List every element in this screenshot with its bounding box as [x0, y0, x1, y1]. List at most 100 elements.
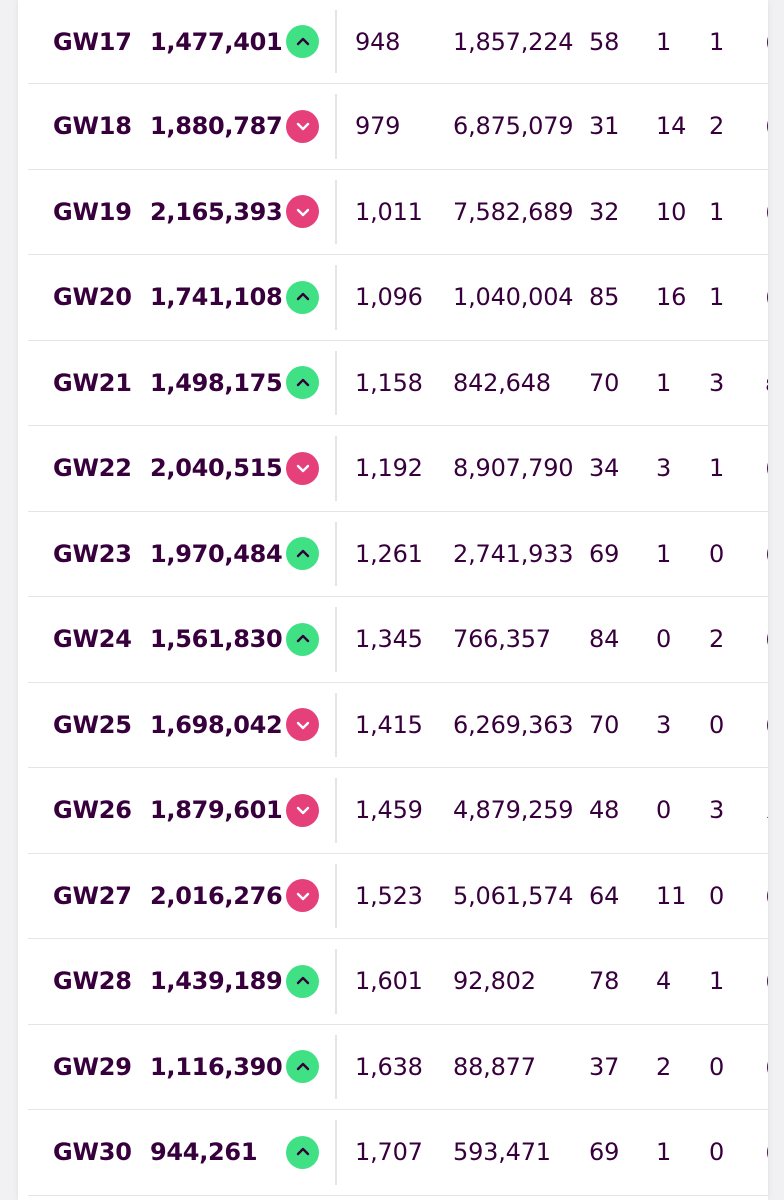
rank-value: 1,192 — [355, 454, 423, 483]
table-row: GW30 944,261 1,707 593,471 69 1 0 ( — [28, 1110, 768, 1196]
stat-value-4-partial: ( — [765, 683, 768, 768]
stat-value-4-partial: ( — [765, 0, 768, 83]
overall-points-value: 1,477,401 — [150, 27, 283, 56]
transfers-value: 766,357 — [453, 625, 551, 654]
transfers-value: 5,061,574 — [453, 881, 574, 910]
overall-points-value: 2,165,393 — [150, 197, 283, 226]
table-row: GW24 1,561,830 1,345 766,357 84 0 2 ( — [28, 597, 768, 683]
stat-value-3: 0 — [709, 1052, 725, 1081]
gameweek-history-panel: GW17 1,477,401 948 1,857,224 58 1 1 ( GW… — [18, 0, 768, 1200]
trend-indicator — [286, 1025, 319, 1110]
stat-value-3: 1 — [709, 454, 725, 483]
overall-points-value: 1,970,484 — [150, 539, 283, 568]
table-row: GW29 1,116,390 1,638 88,877 37 2 0 ( — [28, 1025, 768, 1110]
rank-value: 1,601 — [355, 967, 423, 996]
stat-value-4-partial: ( — [765, 255, 768, 340]
gameweek-label: GW19 — [53, 197, 132, 226]
trend-indicator — [286, 426, 319, 511]
rank-value: 1,158 — [355, 368, 423, 397]
stat-value-4-partial: ( — [765, 512, 768, 597]
stat-value-4-partial: ( — [765, 854, 768, 939]
stat-value-4-partial: ( — [765, 597, 768, 682]
rank-value: 1,415 — [355, 710, 423, 739]
stat-value-4-partial: ( — [765, 84, 768, 169]
trend-badge — [286, 793, 319, 827]
table-row: GW27 2,016,276 1,523 5,061,574 64 11 0 ( — [28, 854, 768, 939]
stat-value-3: 3 — [709, 368, 725, 397]
column-divider — [335, 863, 337, 928]
trend-indicator — [286, 768, 319, 853]
rank-value: 1,707 — [355, 1138, 423, 1167]
chevron-up-icon — [296, 549, 309, 557]
stat-value-2: 1 — [656, 1138, 672, 1167]
overall-points-value: 1,498,175 — [150, 368, 283, 397]
stat-value-1: 64 — [589, 881, 620, 910]
stat-value-3: 0 — [709, 881, 725, 910]
stat-value-2: 2 — [656, 1052, 672, 1081]
stat-value-4-partial: ( — [765, 170, 768, 255]
table-row: GW18 1,880,787 979 6,875,079 31 14 2 ( — [28, 84, 768, 170]
stat-value-3: 1 — [709, 27, 725, 56]
stat-value-2: 14 — [656, 112, 687, 141]
transfers-value: 6,269,363 — [453, 710, 574, 739]
column-divider — [335, 436, 337, 501]
stat-value-2: 4 — [656, 967, 672, 996]
stat-value-1: 31 — [589, 112, 620, 141]
transfers-value: 1,040,004 — [453, 283, 574, 312]
column-divider — [335, 10, 337, 73]
stat-value-1: 85 — [589, 283, 620, 312]
stat-value-2: 3 — [656, 454, 672, 483]
stat-value-1: 69 — [589, 539, 620, 568]
column-divider — [335, 94, 337, 159]
trend-badge — [286, 109, 319, 143]
trend-indicator — [286, 512, 319, 597]
stat-value-4-partial: ∠ — [765, 768, 768, 853]
stat-value-2: 1 — [656, 539, 672, 568]
trend-indicator — [286, 597, 319, 682]
table-row: GW25 1,698,042 1,415 6,269,363 70 3 0 ( — [28, 683, 768, 768]
stat-value-2: 3 — [656, 710, 672, 739]
stat-value-1: 78 — [589, 967, 620, 996]
rank-value: 1,459 — [355, 796, 423, 825]
column-divider — [335, 521, 337, 586]
gameweek-label: GW21 — [53, 368, 132, 397]
gameweek-label: GW30 — [53, 1138, 132, 1167]
stat-value-4-partial: ( — [765, 939, 768, 1024]
overall-points-value: 2,040,515 — [150, 454, 283, 483]
trend-badge — [286, 366, 319, 400]
transfers-value: 2,741,933 — [453, 539, 574, 568]
gameweek-label: GW22 — [53, 454, 132, 483]
overall-points-value: 1,439,189 — [150, 967, 283, 996]
trend-badge — [286, 964, 319, 998]
stat-value-2: 0 — [656, 625, 672, 654]
stat-value-4-partial: ε — [765, 341, 768, 426]
rank-value: 948 — [355, 27, 401, 56]
trend-badge — [286, 25, 319, 58]
table-row: GW22 2,040,515 1,192 8,907,790 34 3 1 ( — [28, 426, 768, 512]
trend-indicator — [286, 170, 319, 255]
stat-value-2: 1 — [656, 27, 672, 56]
stat-value-3: 3 — [709, 796, 725, 825]
chevron-up-icon — [296, 293, 309, 301]
chevron-down-icon — [296, 807, 309, 815]
stat-value-1: 34 — [589, 454, 620, 483]
overall-points-value: 2,016,276 — [150, 881, 283, 910]
column-divider — [335, 949, 337, 1014]
trend-badge — [286, 708, 319, 742]
trend-indicator — [286, 854, 319, 939]
chevron-down-icon — [296, 208, 309, 216]
trend-indicator — [286, 341, 319, 426]
stat-value-1: 32 — [589, 197, 620, 226]
rank-value: 1,638 — [355, 1052, 423, 1081]
column-divider — [335, 350, 337, 415]
trend-badge — [286, 451, 319, 485]
gameweek-label: GW17 — [53, 27, 132, 56]
chevron-down-icon — [296, 465, 309, 473]
gameweek-label: GW24 — [53, 625, 132, 654]
transfers-value: 8,907,790 — [453, 454, 574, 483]
trend-badge — [286, 1135, 319, 1169]
table-row: GW28 1,439,189 1,601 92,802 78 4 1 ( — [28, 939, 768, 1025]
trend-badge — [286, 622, 319, 656]
gameweek-label: GW29 — [53, 1052, 132, 1081]
transfers-value: 88,877 — [453, 1052, 536, 1081]
